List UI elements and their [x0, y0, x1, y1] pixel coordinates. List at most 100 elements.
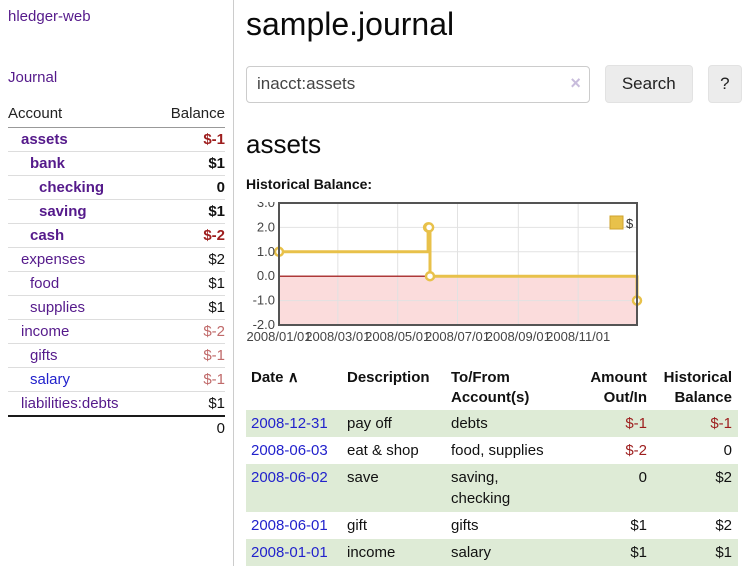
- account-row: saving $1: [8, 199, 225, 224]
- account-link[interactable]: assets: [21, 131, 68, 148]
- transaction-description: gift: [347, 517, 368, 534]
- account-link[interactable]: cash: [30, 227, 65, 244]
- sidebar: hledger-web Journal Account Balance asse…: [0, 0, 234, 566]
- accounts-col-account: Account: [8, 102, 154, 128]
- transaction-accounts: food, supplies: [451, 442, 544, 459]
- transaction-date-link[interactable]: 2008-06-03: [251, 442, 328, 459]
- account-row: bank $1: [8, 151, 225, 176]
- app-layout: hledger-web Journal Account Balance asse…: [0, 0, 742, 566]
- transaction-date-link[interactable]: 2008-01-01: [251, 544, 328, 561]
- account-link[interactable]: food: [30, 275, 60, 292]
- y-axis-tick-label: 2.0: [257, 219, 275, 234]
- clear-search-icon[interactable]: ×: [570, 72, 581, 93]
- accounts-col-balance: Balance: [153, 102, 225, 128]
- account-balance: $1: [153, 271, 225, 296]
- account-link[interactable]: salary: [30, 371, 71, 388]
- y-axis-tick-label: 1.0: [257, 244, 275, 259]
- account-link[interactable]: gifts: [30, 347, 58, 364]
- account-link[interactable]: bank: [30, 155, 66, 172]
- account-link[interactable]: expenses: [21, 251, 86, 268]
- account-row: cash $-2: [8, 223, 225, 248]
- transaction-row: 2008-06-02 save saving, checking 0 $2: [246, 464, 738, 512]
- help-button[interactable]: ?: [707, 65, 742, 103]
- transaction-date-link[interactable]: 2008-06-01: [251, 517, 328, 534]
- transaction-row: 2008-06-03 eat & shop food, supplies $-2 0: [246, 437, 738, 464]
- y-axis-tick-label: -2.0: [253, 317, 275, 332]
- sort-asc-icon: ∧: [287, 369, 299, 386]
- app-title-link[interactable]: hledger-web: [8, 8, 91, 25]
- transaction-balance: $-1: [710, 415, 732, 432]
- transaction-description: income: [347, 544, 396, 561]
- account-balance: $1: [153, 199, 225, 224]
- transaction-row: 2008-01-01 income salary $1 $1: [246, 539, 738, 566]
- account-heading: assets: [246, 129, 322, 159]
- accounts-table: Account Balance assets $-1 bank $1 checking 0…: [8, 102, 225, 440]
- account-balance: $-1: [153, 127, 225, 152]
- transaction-amount: 0: [638, 469, 647, 486]
- account-balance: 0: [153, 175, 225, 200]
- account-balance: $1: [208, 395, 225, 412]
- accounts-total-value: 0: [153, 415, 225, 440]
- legend-label: $: [626, 216, 634, 231]
- account-row: expenses $2: [8, 247, 225, 272]
- account-row: checking 0: [8, 175, 225, 200]
- transaction-date-link[interactable]: 2008-06-02: [251, 469, 328, 486]
- x-axis-tick-label: 2008/03/01: [305, 329, 370, 344]
- account-link[interactable]: saving: [39, 203, 87, 220]
- legend-swatch: [609, 215, 624, 230]
- search-input-wrap: ×: [246, 65, 590, 103]
- account-row: food $1: [8, 271, 225, 296]
- x-axis-tick-label: 2008/05/01: [365, 329, 430, 344]
- account-link[interactable]: supplies: [30, 299, 86, 316]
- account-balance: $1: [153, 151, 225, 176]
- chart-svg: $3.0 2.0 1.0 0.0 -1.0 -2.02008/01/012008/03/0…: [246, 202, 643, 344]
- account-balance: $2: [153, 247, 225, 272]
- transaction-date-link[interactable]: 2008-12-31: [251, 415, 328, 432]
- sidebar-item-journal[interactable]: Journal: [8, 69, 58, 86]
- transactions-table: Date ∧ Description To/From Account(s) Am…: [246, 366, 738, 566]
- account-link[interactable]: income: [21, 323, 70, 340]
- data-point-marker: [423, 222, 435, 233]
- account-row: salary $-1: [8, 367, 225, 392]
- app-title: hledger-web: [8, 8, 225, 25]
- chart-title: Historical Balance:: [246, 176, 373, 192]
- transaction-accounts: gifts: [451, 517, 479, 534]
- accounts-header-row: Account Balance: [8, 102, 225, 128]
- transaction-balance: 0: [723, 442, 732, 459]
- transaction-description: eat & shop: [347, 442, 419, 459]
- y-axis-tick-label: -1.0: [253, 293, 275, 308]
- col-description: Description: [347, 369, 430, 386]
- transaction-accounts: debts: [451, 415, 488, 432]
- col-balance: Historical Balance: [663, 369, 732, 406]
- transaction-amount: $-2: [625, 442, 647, 459]
- historical-balance-chart: $3.0 2.0 1.0 0.0 -1.0 -2.0 2008/01/01 2008/03/0…: [246, 202, 742, 348]
- transaction-description: save: [347, 469, 379, 486]
- account-balance: $-1: [153, 343, 225, 368]
- col-amount: Amount Out/In: [590, 369, 647, 406]
- search-input[interactable]: [246, 65, 590, 103]
- account-link[interactable]: liabilities:debts: [21, 395, 119, 412]
- x-axis-tick-label: 2008/01/01: [246, 329, 311, 344]
- account-balance: $-1: [153, 367, 225, 392]
- account-balance: $-2: [153, 223, 225, 248]
- data-point-marker: [424, 270, 436, 282]
- y-axis-tick-label: 3.0: [257, 202, 275, 210]
- transaction-accounts: saving, checking: [451, 469, 511, 507]
- x-axis-tick-label: 2008/11/01: [546, 329, 610, 344]
- page-title: sample.journal: [246, 6, 455, 42]
- transaction-row: 2008-06-01 gift gifts $1 $2: [246, 512, 738, 539]
- x-axis-tick-label: 2008/07/01: [425, 329, 490, 344]
- search-button[interactable]: Search: [604, 65, 693, 103]
- transaction-amount: $1: [630, 544, 647, 561]
- main-content: sample.journal × Search ? assets Histori…: [234, 0, 742, 566]
- transaction-balance: $2: [715, 517, 732, 534]
- search-form: × Search ?: [246, 65, 742, 103]
- transaction-balance: $2: [715, 469, 732, 486]
- account-row: supplies $1: [8, 295, 225, 320]
- transaction-row: 2008-12-31 pay off debts $-1 $-1: [246, 410, 738, 437]
- col-date-sortable[interactable]: Date ∧: [251, 369, 299, 386]
- x-axis-tick-label: 2008/09/01: [486, 329, 551, 344]
- transaction-balance: $1: [715, 544, 732, 561]
- account-link[interactable]: checking: [39, 179, 105, 196]
- transaction-accounts: salary: [451, 544, 492, 561]
